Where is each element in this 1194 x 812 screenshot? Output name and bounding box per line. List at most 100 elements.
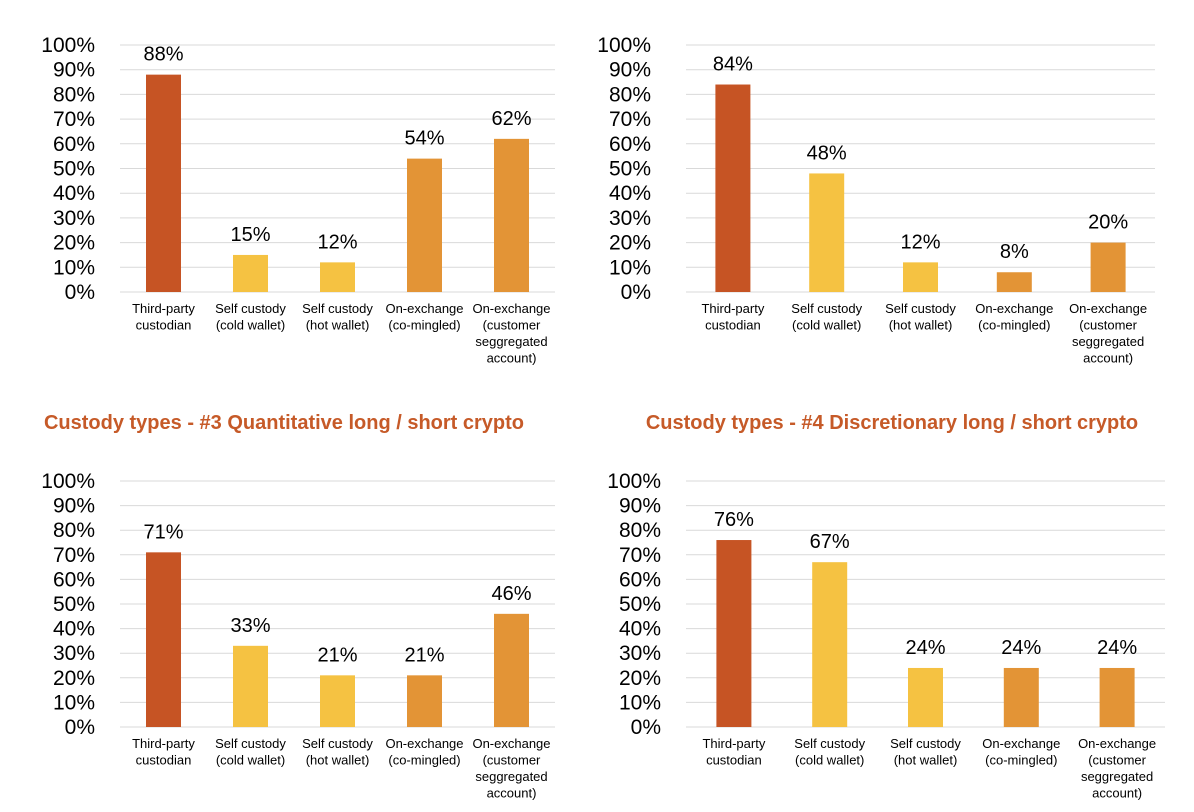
data-label: 24% — [1097, 637, 1137, 659]
chart-panel-4: Custody types - #4 Discretionary long / … — [607, 412, 1165, 801]
data-label: 24% — [905, 637, 945, 659]
category-label: Self custody (cold wallet) — [215, 301, 286, 333]
y-tick-label: 70% — [609, 108, 651, 131]
category-label-line: (cold wallet) — [792, 318, 861, 333]
category-label-line: Self custody — [215, 736, 286, 751]
category-label-line: (customer — [1079, 318, 1137, 333]
category-label-line: (cold wallet) — [216, 318, 285, 333]
y-tick-label: 80% — [609, 83, 651, 106]
category-label-line: Self custody — [791, 301, 862, 316]
data-label: 84% — [713, 54, 753, 76]
bar — [233, 254, 268, 292]
category-label-line: seggregated — [1081, 769, 1153, 784]
category-label-line: Self custody — [794, 736, 865, 751]
bar — [494, 613, 529, 727]
category-label-line: Self custody — [302, 301, 373, 316]
category-label-line: seggregated — [1072, 334, 1144, 349]
y-tick-label: 20% — [53, 232, 95, 255]
bar — [903, 262, 938, 292]
bar — [809, 173, 845, 292]
bar — [715, 84, 751, 293]
category-label-line: (hot wallet) — [306, 318, 370, 333]
category-label: On-exchange (co-mingled) — [385, 736, 463, 768]
category-label: On-exchange (co-mingled) — [982, 736, 1060, 768]
data-label: 71% — [143, 521, 183, 543]
category-label: Self custody (hot wallet) — [885, 301, 956, 333]
category-label-line: seggregated — [475, 334, 547, 349]
y-tick-label: 30% — [53, 207, 95, 230]
category-label-line: On-exchange — [975, 301, 1053, 316]
bar — [716, 540, 752, 727]
category-label-line: account) — [1083, 351, 1133, 366]
category-label: Self custody (cold wallet) — [215, 736, 286, 768]
y-tick-label: 60% — [53, 568, 95, 591]
category-label-line: custodian — [706, 753, 762, 768]
chart-panel-2: 0%10%20%30%40%50%60%70%80%90%100%84%Thir… — [597, 34, 1155, 366]
data-label: 15% — [230, 224, 270, 246]
data-label: 21% — [404, 644, 444, 666]
category-label-line: account) — [487, 351, 537, 366]
category-label-line: Self custody — [302, 736, 373, 751]
category-label-line: account) — [1092, 786, 1142, 801]
category-label-line: Self custody — [890, 736, 961, 751]
chart-title: Custody types - #3 Quantitative long / s… — [44, 412, 524, 434]
y-tick-label: 30% — [619, 642, 661, 665]
category-label: On-exchange (customer seggregated account) — [472, 736, 550, 801]
category-label-line: (cold wallet) — [795, 753, 864, 768]
y-tick-label: 10% — [619, 691, 661, 714]
data-label: 62% — [491, 108, 531, 130]
y-tick-label: 20% — [53, 667, 95, 690]
y-tick-label: 0% — [621, 281, 651, 304]
y-tick-label: 40% — [53, 182, 95, 205]
category-label: Self custody (hot wallet) — [302, 736, 373, 768]
category-label: On-exchange (co-mingled) — [385, 301, 463, 333]
bar — [494, 138, 529, 292]
category-label-line: custodian — [136, 318, 192, 333]
category-label: Third-party custodian — [132, 301, 195, 333]
y-tick-label: 50% — [53, 158, 95, 181]
category-label-line: On-exchange — [472, 736, 550, 751]
data-label: 88% — [143, 44, 183, 66]
y-tick-label: 30% — [609, 207, 651, 230]
data-label: 8% — [1000, 241, 1029, 263]
chart-title: Custody types - #4 Discretionary long / … — [646, 412, 1138, 434]
category-label-line: Third-party — [702, 736, 765, 751]
bar — [996, 272, 1032, 292]
y-tick-label: 90% — [53, 495, 95, 518]
category-label-line: Third-party — [701, 301, 764, 316]
data-label: 20% — [1088, 212, 1128, 234]
category-label-line: On-exchange — [1069, 301, 1147, 316]
data-label: 48% — [807, 142, 847, 164]
data-label: 67% — [810, 531, 850, 553]
category-label-line: Third-party — [132, 301, 195, 316]
category-label-line: (co-mingled) — [985, 753, 1057, 768]
y-tick-label: 60% — [609, 133, 651, 156]
category-label-line: Self custody — [885, 301, 956, 316]
bar — [233, 645, 268, 727]
chart-panel-1: 0%10%20%30%40%50%60%70%80%90%100% 88% Thir… — [41, 34, 555, 366]
data-label: 24% — [1001, 637, 1041, 659]
category-label: Third-party custodian — [702, 736, 765, 768]
y-tick-label: 90% — [609, 59, 651, 82]
y-tick-label: 40% — [619, 618, 661, 641]
chart-panel-3: Custody types - #3 Quantitative long / s… — [41, 412, 555, 801]
category-label-line: custodian — [705, 318, 761, 333]
category-label-line: (co-mingled) — [978, 318, 1050, 333]
category-label: On-exchange (customer seggregated account) — [472, 301, 550, 366]
y-tick-label: 80% — [53, 519, 95, 542]
category-label-line: account) — [487, 786, 537, 801]
y-tick-label: 70% — [619, 544, 661, 567]
category-label: Third-party custodian — [701, 301, 764, 333]
y-tick-label: 50% — [619, 593, 661, 616]
y-tick-label: 20% — [609, 232, 651, 255]
bar — [908, 667, 943, 727]
category-label-line: (customer — [1088, 753, 1146, 768]
y-tick-label: 90% — [619, 495, 661, 518]
category-label-line: On-exchange — [385, 736, 463, 751]
bar — [812, 562, 848, 727]
data-label: 54% — [404, 128, 444, 150]
y-tick-label: 20% — [619, 667, 661, 690]
y-tick-label: 50% — [609, 158, 651, 181]
data-label: 76% — [714, 509, 754, 531]
